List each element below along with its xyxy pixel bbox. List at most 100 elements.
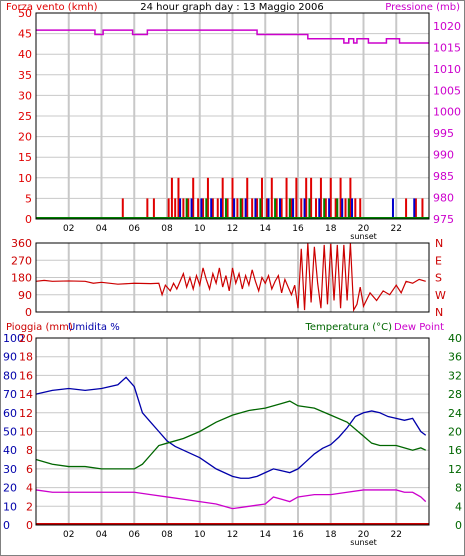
wind-x-tick-label: 12 (227, 224, 238, 234)
humidity-axis-label: Umidita % (68, 322, 120, 333)
humidity-y-tick-label: 90 (3, 351, 17, 364)
pressure-y-tick-label: 1015 (433, 41, 461, 54)
pressure-y-tick-label: 975 (433, 213, 454, 226)
rain-y-tick-label: 10 (19, 426, 33, 439)
temperature-y-tick-label: 28 (448, 388, 462, 401)
temperature-axis-label: Temperatura (°C) (304, 322, 392, 333)
temperature-y-tick-label: 8 (455, 482, 462, 495)
wind-x-tick-label: 02 (63, 224, 74, 234)
temperature-y-tick-label: 4 (455, 500, 462, 513)
direction-plot-frame (35, 242, 430, 313)
rain-y-tick-label: 18 (19, 351, 33, 364)
humidity-temperature-panel: Pioggia (mm) Umidita % Temperatura (°C) … (3, 322, 462, 547)
temperature-y-tick-label: 24 (448, 407, 462, 420)
wind-x-tick-label: 20 (358, 224, 370, 234)
temperature-y-tick-label: 12 (448, 463, 462, 476)
temperature-y-tick-label: 20 (448, 426, 462, 439)
temperature-y-tick-label: 32 (448, 369, 462, 382)
dewpoint-line (35, 489, 427, 510)
pressure-y-tick-label: 995 (433, 127, 454, 140)
wind-x-tick-label: 22 (391, 224, 402, 234)
humidity-x-tick-label: 12 (227, 530, 238, 540)
pressure-y-tick-label: 1020 (433, 20, 461, 33)
wind-x-tick-label: 06 (129, 224, 141, 234)
temperature-y-tick-label: 36 (448, 351, 462, 364)
direction-marks (35, 242, 426, 313)
wind-y-tick-label: 30 (18, 89, 32, 102)
humidity-x-tick-label: 14 (260, 530, 272, 540)
wind-x-tick-label: 10 (194, 224, 206, 234)
wind-y-tick-label: 15 (18, 151, 32, 164)
pressure-y-tick-label: 985 (433, 170, 454, 183)
wind-marks (36, 29, 429, 219)
humidity-y-tick-label: 40 (3, 444, 17, 457)
humidity-x-tick-label: 16 (292, 530, 304, 540)
wind-y-tick-label: 25 (18, 110, 32, 123)
humidity-line (35, 376, 427, 479)
humidity-y-tick-label: 30 (3, 463, 17, 476)
wind-axes: 0510152025303540455097598098599099510001… (18, 7, 461, 241)
rain-y-tick-label: 4 (26, 482, 33, 495)
humidity-grid (36, 337, 429, 526)
pressure-y-tick-label: 1005 (433, 84, 461, 97)
humidity-x-tick-label: 08 (161, 530, 173, 540)
rain-y-tick-label: 14 (19, 388, 33, 401)
humidity-y-tick-label: 20 (3, 482, 17, 495)
wind-axis-label: Forza vento (kmh) (6, 2, 98, 13)
temperature-y-tick-label: 0 (455, 519, 462, 532)
humidity-x-tick-label: 06 (129, 530, 141, 540)
page-title: 24 hour graph day : 13 Maggio 2006 (140, 2, 323, 13)
rain-y-tick-label: 2 (26, 500, 33, 513)
temperature-y-tick-label: 40 (448, 332, 462, 345)
wind-y-tick-label: 20 (18, 131, 32, 144)
pressure-line (36, 29, 429, 44)
dewpoint-axis-label: Dew Point (394, 322, 444, 333)
pressure-y-tick-label: 1010 (433, 63, 461, 76)
rain-y-tick-label: 0 (26, 519, 33, 532)
wind-y-tick-label: 50 (18, 7, 32, 20)
direction-y-tick-label: 0 (25, 306, 32, 319)
wind-y-tick-label: 35 (18, 69, 32, 82)
temperature-line (35, 400, 427, 470)
humidity-x-tick-label: 10 (194, 530, 206, 540)
humidity-x-tick-label: 20 (358, 530, 370, 540)
wind-x-tick-label: 18 (325, 224, 337, 234)
rain-axis-label: Pioggia (mm) (6, 322, 73, 333)
pressure-y-tick-label: 980 (433, 192, 454, 205)
rain-y-tick-label: 20 (19, 332, 33, 345)
humidity-y-tick-label: 80 (3, 369, 17, 382)
humidity-y-tick-label: 50 (3, 426, 17, 439)
pressure-y-tick-label: 1000 (433, 106, 461, 119)
humidity-y-tick-label: 60 (3, 407, 17, 420)
humidity-y-tick-label: 70 (3, 388, 17, 401)
wind-x-tick-label: 04 (96, 224, 108, 234)
compass-tick-label: N (435, 306, 443, 319)
compass-tick-label: N (435, 237, 443, 250)
humidity-y-tick-label: 100 (3, 332, 24, 345)
humidity-x-tick-label: 22 (391, 530, 402, 540)
direction-y-tick-label: 270 (11, 254, 32, 267)
pressure-y-tick-label: 990 (433, 149, 454, 162)
wind-pressure-panel: Forza vento (kmh) 24 hour graph day : 13… (6, 2, 461, 241)
direction-line (35, 242, 426, 313)
direction-y-tick-label: 360 (11, 237, 32, 250)
direction-y-tick-label: 180 (11, 272, 32, 285)
humidity-y-tick-label: 0 (3, 519, 10, 532)
rain-y-tick-label: 6 (26, 463, 33, 476)
wind-x-tick-label: 16 (292, 224, 304, 234)
wind-y-tick-label: 45 (18, 28, 32, 41)
humidity-plot-frame (35, 337, 430, 526)
wind-y-tick-label: 10 (18, 172, 32, 185)
rain-y-tick-label: 12 (19, 407, 33, 420)
temperature-y-tick-label: 16 (448, 444, 462, 457)
humidity-marks (35, 376, 429, 525)
wind-x-tick-label: 08 (161, 224, 173, 234)
humidity-y-tick-label: 10 (3, 500, 17, 513)
wind-x-tick-label: 14 (260, 224, 272, 234)
pressure-axis-label: Pressione (mb) (385, 2, 460, 13)
compass-tick-label: S (435, 272, 442, 285)
